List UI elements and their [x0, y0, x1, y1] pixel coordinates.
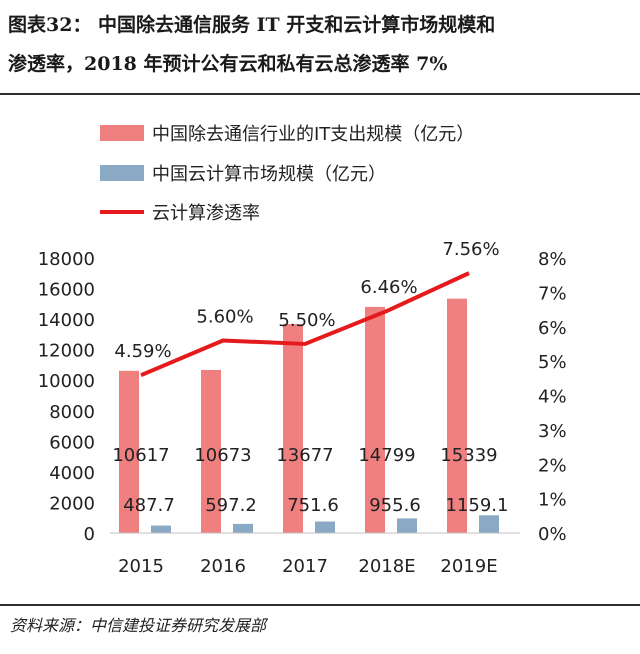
- data-labels: 10617 10673 13677 14799 15339 487.7 597.2 751.6…: [112, 239, 508, 516]
- penetration-value-label: 7.56%: [442, 239, 499, 260]
- it-spend-bar: [365, 306, 385, 533]
- penetration-value-label: 5.50%: [278, 310, 335, 331]
- combo-chart: 中国除去通信行业的IT支出规模（亿元） 中国云计算市场规模（亿元） 云计算渗透率 0…: [38, 124, 567, 577]
- penetration-value-label: 5.60%: [196, 307, 253, 328]
- title-line-2: 渗透率，2018 年预计公有云和私有云总渗透率 7%: [8, 53, 448, 75]
- left-tick-label: 4000: [49, 463, 95, 484]
- penetration-value-label: 4.59%: [114, 341, 171, 362]
- cloud-market-value-label: 955.6: [369, 495, 421, 516]
- penetration-line-group: [140, 271, 470, 378]
- it-spend-value-label: 13677: [276, 445, 333, 466]
- it-spend-value-label: 10673: [194, 445, 251, 466]
- x-axis: 2015 2016 2017 2018E 2019E: [110, 532, 520, 577]
- left-tick-label: 16000: [38, 280, 95, 301]
- it-spend-bar: [283, 324, 303, 533]
- legend-swatch-1: [100, 125, 144, 141]
- right-tick-label: 0%: [538, 524, 567, 545]
- right-tick-label: 1%: [538, 490, 567, 511]
- chart-title: 图表32： 中国除去通信服务 IT 开支和云计算市场规模和 渗透率，2018 年…: [8, 6, 632, 84]
- cloud-market-value-label: 1159.1: [446, 495, 509, 516]
- left-axis: 0 2000 4000 6000 8000 10000 12000 14000 16000 180…: [38, 249, 95, 545]
- it-spend-value-label: 15339: [440, 445, 497, 466]
- left-tick-label: 18000: [38, 249, 95, 270]
- left-tick-label: 8000: [49, 402, 95, 423]
- legend-label-3: 云计算渗透率: [152, 203, 260, 224]
- cloud-market-bar: [233, 523, 253, 533]
- left-tick-label: 10000: [38, 371, 95, 392]
- it-spend-bar: [119, 370, 139, 533]
- left-tick-label: 6000: [49, 432, 95, 453]
- legend-swatch-2: [100, 165, 144, 181]
- cloud-market-value-label: 487.7: [123, 495, 175, 516]
- x-tick-label: 2017: [282, 556, 328, 577]
- x-tick-label: 2015: [118, 556, 164, 577]
- left-tick-label: 0: [84, 524, 95, 545]
- source-note: 资料来源：中信建投证券研究发展部: [10, 616, 267, 635]
- cloud-market-bar: [315, 521, 335, 533]
- cloud-market-bar: [397, 518, 417, 533]
- x-tick-label: 2019E: [440, 556, 497, 577]
- right-tick-label: 5%: [538, 352, 567, 373]
- right-tick-label: 7%: [538, 283, 567, 304]
- x-tick-label: 2016: [200, 556, 246, 577]
- left-tick-label: 2000: [49, 493, 95, 514]
- right-tick-label: 3%: [538, 421, 567, 442]
- penetration-value-label: 6.46%: [360, 277, 417, 298]
- top-rule: [0, 93, 640, 95]
- right-tick-label: 6%: [538, 318, 567, 339]
- x-tick-label: 2018E: [358, 556, 415, 577]
- it-spend-value-label: 10617: [112, 445, 169, 466]
- right-axis: 0% 1% 2% 3% 4% 5% 6% 7% 8%: [538, 249, 567, 545]
- right-tick-label: 4%: [538, 387, 567, 408]
- legend: 中国除去通信行业的IT支出规模（亿元） 中国云计算市场规模（亿元） 云计算渗透率: [100, 124, 474, 224]
- title-line-1: 图表32： 中国除去通信服务 IT 开支和云计算市场规模和: [8, 14, 496, 36]
- right-tick-label: 2%: [538, 455, 567, 476]
- cloud-market-value-label: 751.6: [287, 495, 339, 516]
- cloud-market-bar: [151, 525, 171, 533]
- legend-label-1: 中国除去通信行业的IT支出规模（亿元）: [152, 124, 474, 145]
- bottom-rule: [0, 604, 640, 606]
- cloud-market-bar: [479, 515, 499, 533]
- legend-label-2: 中国云计算市场规模（亿元）: [152, 164, 386, 185]
- right-tick-label: 8%: [538, 249, 567, 270]
- left-tick-label: 12000: [38, 341, 95, 362]
- it-spend-bar: [447, 298, 467, 533]
- bars: [119, 298, 499, 533]
- left-tick-label: 14000: [38, 310, 95, 331]
- cloud-market-value-label: 597.2: [205, 495, 257, 516]
- it-spend-value-label: 14799: [358, 445, 415, 466]
- it-spend-bar: [201, 369, 221, 533]
